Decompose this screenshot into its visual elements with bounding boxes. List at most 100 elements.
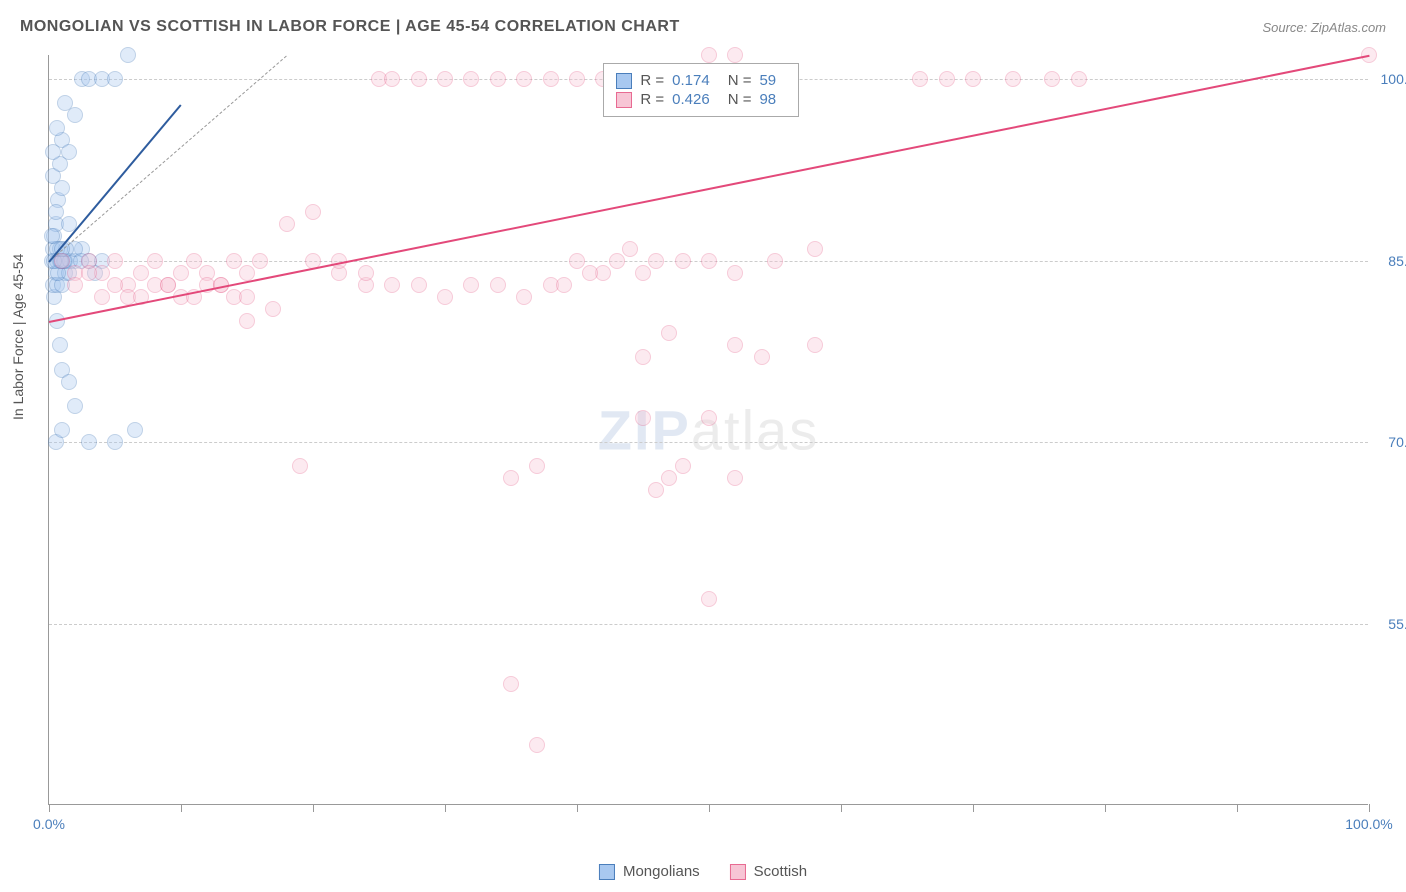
data-point [463,277,479,293]
data-point [252,253,268,269]
legend-swatch-scottish [730,864,746,880]
stats-swatch [616,92,632,108]
data-point [160,277,176,293]
data-point [358,265,374,281]
y-axis-label: In Labor Force | Age 45-54 [10,254,26,420]
data-point [622,241,638,257]
data-point [384,71,400,87]
data-point [239,289,255,305]
gridline [49,624,1368,625]
gridline [49,442,1368,443]
data-point [609,253,625,269]
y-tick-label: 85.0% [1373,253,1406,269]
y-tick-label: 70.0% [1373,434,1406,450]
data-point [133,265,149,281]
x-tick-label: 100.0% [1345,816,1392,832]
data-point [437,289,453,305]
n-value: 98 [759,91,776,108]
data-point [635,265,651,281]
data-point [582,265,598,281]
data-point [807,337,823,353]
data-point [107,253,123,269]
data-point [67,398,83,414]
data-point [661,325,677,341]
data-point [45,144,61,160]
x-tick [1237,804,1238,812]
data-point [48,204,64,220]
x-tick [181,804,182,812]
legend-label-mongolians: Mongolians [623,863,700,880]
data-point [556,277,572,293]
data-point [912,71,928,87]
n-label: N = [728,72,752,89]
n-value: 59 [759,72,776,89]
data-point [1044,71,1060,87]
data-point [569,71,585,87]
data-point [54,422,70,438]
data-point [635,410,651,426]
data-point [54,180,70,196]
data-point [411,71,427,87]
data-point [727,265,743,281]
data-point [1005,71,1021,87]
x-tick [1369,804,1370,812]
data-point [49,120,65,136]
data-point [635,349,651,365]
data-point [965,71,981,87]
data-point [265,301,281,317]
r-label: R = [640,91,664,108]
data-point [463,71,479,87]
data-point [701,253,717,269]
stats-legend: R = 0.174N = 59R = 0.426N = 98 [603,63,799,117]
source-label: Source: ZipAtlas.com [1262,20,1386,35]
data-point [292,458,308,474]
data-point [107,71,123,87]
x-tick [49,804,50,812]
data-point [173,265,189,281]
data-point [384,277,400,293]
data-point [727,337,743,353]
data-point [186,253,202,269]
data-point [127,422,143,438]
r-value: 0.426 [672,91,710,108]
legend-item-mongolians: Mongolians [599,863,700,880]
data-point [81,265,97,281]
data-point [81,434,97,450]
data-point [701,410,717,426]
y-tick-label: 100.0% [1373,71,1406,87]
data-point [661,470,677,486]
data-point [490,71,506,87]
bottom-legend: Mongolians Scottish [599,863,807,880]
data-point [107,434,123,450]
data-point [767,253,783,269]
data-point [437,71,453,87]
x-tick [973,804,974,812]
data-point [754,349,770,365]
data-point [1071,71,1087,87]
x-tick [313,804,314,812]
x-tick [841,804,842,812]
r-label: R = [640,72,664,89]
data-point [503,470,519,486]
data-point [727,47,743,63]
legend-label-scottish: Scottish [754,863,807,880]
n-label: N = [728,91,752,108]
data-point [226,253,242,269]
x-tick [709,804,710,812]
data-point [503,676,519,692]
data-point [61,374,77,390]
data-point [94,289,110,305]
data-point [543,71,559,87]
data-point [939,71,955,87]
data-point [516,71,532,87]
data-point [675,458,691,474]
data-point [61,144,77,160]
data-point [107,277,123,293]
watermark: ZIPatlas [598,397,819,462]
y-tick-label: 55.0% [1373,616,1406,632]
data-point [701,47,717,63]
data-point [529,737,545,753]
data-point [675,253,691,269]
data-point [648,482,664,498]
stats-swatch [616,73,632,89]
